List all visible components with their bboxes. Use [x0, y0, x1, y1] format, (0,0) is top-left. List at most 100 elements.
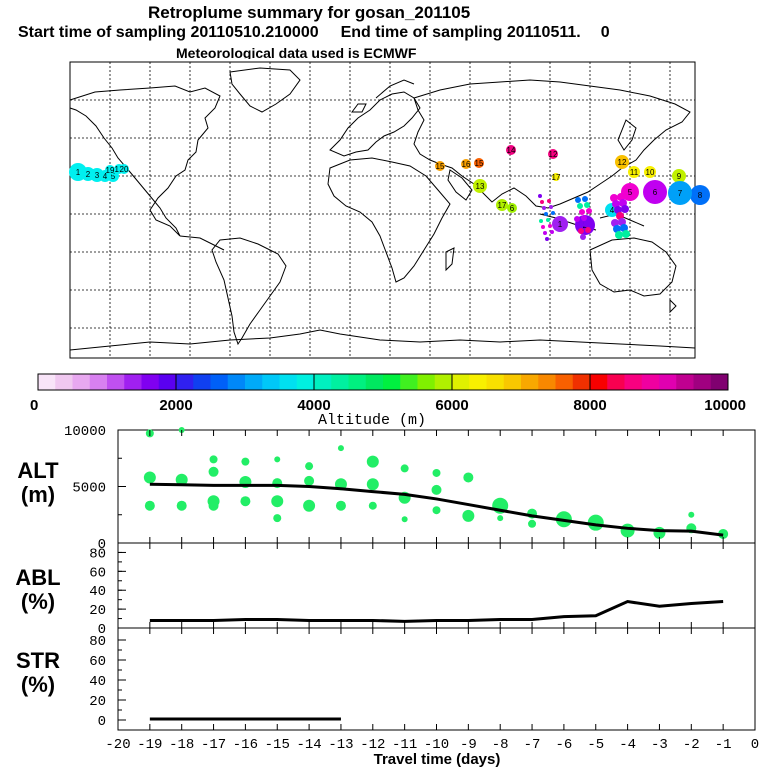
abl-line: [149, 600, 724, 623]
x-tick-label: -18: [169, 737, 194, 753]
alt-cluster-point: [432, 468, 441, 477]
marker-label: 16: [462, 160, 471, 169]
marker-label: 5: [628, 188, 633, 197]
marker-dot: [690, 185, 710, 205]
str-tick-label: 60: [89, 654, 106, 670]
map-frame: [69, 61, 696, 359]
alt-cluster-point: [273, 514, 282, 523]
abl-tick-label: 80: [89, 546, 106, 562]
cluster-dot: [545, 237, 549, 241]
marker-dot: [621, 183, 639, 201]
marker-label: 2: [86, 170, 91, 179]
x-tick-label: -9: [460, 737, 477, 753]
end-time-value: 0: [600, 24, 610, 41]
trajectory-marker: 9: [672, 169, 686, 183]
cluster-dot: [615, 231, 623, 239]
cluster-dot: [549, 205, 553, 209]
x-tick-label: -8: [492, 737, 509, 753]
marker-label: 19: [106, 166, 115, 175]
abl-tick-label: 0: [98, 622, 106, 638]
alt-tick-label: 10000: [64, 424, 106, 440]
colorbar-tick-label: 2000: [159, 397, 192, 414]
trajectory-marker: 15: [474, 158, 484, 168]
colorbar-cell: [348, 374, 367, 390]
map-gridlines: [70, 62, 695, 358]
marker-label: 15: [436, 162, 445, 171]
alt-cluster-point: [432, 506, 441, 515]
cluster-dot: [621, 205, 629, 213]
marker-dot: [496, 199, 508, 211]
colorbar-cell: [417, 374, 436, 390]
colorbar-cell: [469, 374, 487, 390]
marker-label: 17: [552, 173, 561, 182]
colorbar-cell: [176, 374, 194, 390]
x-tick-label: -13: [328, 737, 353, 753]
alt-cluster-point: [208, 466, 219, 477]
colorbar-tick-label: 0: [30, 397, 38, 414]
alt-cluster-point: [271, 495, 284, 508]
cluster-dot: [574, 216, 580, 222]
x-tick-label: -10: [424, 737, 449, 753]
marker-label: 11: [630, 168, 639, 177]
alt-cluster-point: [368, 501, 377, 510]
alt-cluster-point: [431, 484, 442, 495]
x-tick-label: -17: [201, 737, 226, 753]
marker-label: 8: [698, 191, 703, 200]
alt-cluster-point: [497, 515, 504, 522]
colorbar-cell: [72, 374, 91, 390]
marker-label: 1: [558, 220, 563, 229]
alt-cluster-point: [400, 464, 409, 473]
colorbar-cells: [38, 374, 729, 390]
trajectory-marker: 11: [628, 166, 640, 178]
cluster-dot: [582, 196, 588, 202]
marker-dot: [435, 161, 445, 171]
marker-label: 9: [677, 172, 682, 181]
str-tick-label: 80: [89, 634, 106, 650]
cluster-dot: [541, 225, 545, 229]
cluster-dot: [575, 197, 581, 203]
colorbar-cell: [141, 374, 160, 390]
chart-title: Retroplume summary for gosan_201105: [148, 3, 471, 22]
cluster-dot: [540, 200, 544, 204]
alt-cluster-point: [175, 473, 188, 486]
colorbar-tick-label: 4000: [297, 397, 330, 414]
alt-mean-line: [149, 482, 724, 537]
colorbar-cell: [331, 374, 349, 390]
colorbar-cell: [676, 374, 694, 390]
x-tick-label: -12: [360, 737, 385, 753]
marker-label: 17: [498, 201, 507, 210]
colorbar-cell: [452, 374, 470, 390]
colorbar-cell: [55, 374, 73, 390]
marker-dot: [672, 169, 686, 183]
alt-cluster-point: [462, 509, 475, 522]
trajectory-marker: 7: [668, 181, 692, 205]
str-panel-label: STR: [16, 648, 60, 673]
cluster-dot: [581, 215, 587, 221]
x-tick-label: -7: [524, 737, 541, 753]
colorbar-cell: [693, 374, 712, 390]
alt-cluster-point: [620, 523, 635, 538]
alt-panel-unit: (m): [21, 482, 55, 507]
trajectory-marker: 15: [435, 161, 445, 171]
marker-label: 10: [646, 168, 655, 177]
alt-cluster-point: [208, 500, 219, 511]
cluster-dot: [586, 208, 592, 214]
str-tick-label: 40: [89, 674, 106, 690]
marker-label: 3: [95, 171, 100, 180]
x-tick-label: -14: [296, 737, 321, 753]
coastlines: [69, 67, 696, 351]
x-tick-label: -2: [683, 737, 700, 753]
marker-label: 12: [549, 150, 558, 159]
cluster-dot: [551, 211, 555, 215]
cluster-dot: [583, 221, 589, 227]
colorbar-cell: [210, 374, 229, 390]
marker-dot: [119, 164, 129, 174]
marker-dot: [615, 155, 629, 169]
x-tick-label: -3: [651, 737, 668, 753]
trajectory-marker: 14: [506, 145, 516, 155]
marker-label: 12: [618, 158, 627, 167]
marker-dot: [668, 181, 692, 205]
trajectory-marker: 1: [552, 216, 568, 232]
alt-cluster-point: [366, 455, 379, 468]
